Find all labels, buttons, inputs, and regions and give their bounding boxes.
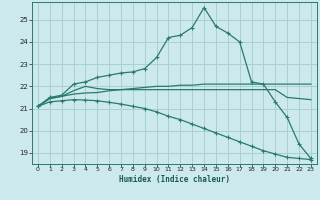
X-axis label: Humidex (Indice chaleur): Humidex (Indice chaleur) [119,175,230,184]
